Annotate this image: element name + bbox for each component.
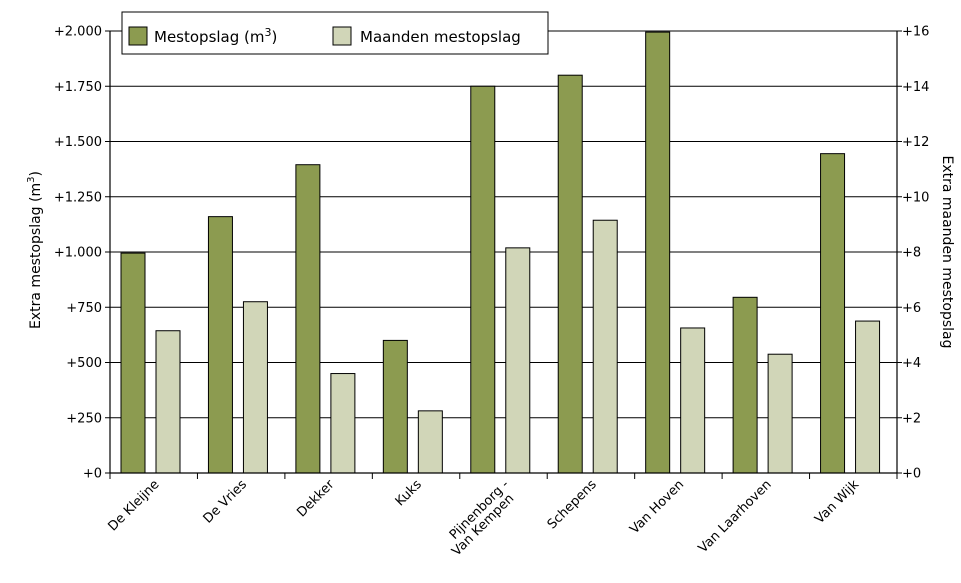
legend-swatch-mestopslag bbox=[128, 26, 148, 46]
left-tick-label: +0 bbox=[83, 467, 102, 482]
right-tick-label: +8 bbox=[902, 246, 921, 261]
bar-mestopslag bbox=[732, 296, 758, 474]
right-tick-label: +14 bbox=[902, 80, 929, 95]
category-label-line: Van Hoven bbox=[627, 477, 687, 537]
bar-mestopslag bbox=[207, 216, 233, 474]
category-label: De Vries bbox=[201, 477, 250, 526]
right-tick-label: +6 bbox=[902, 301, 921, 316]
bar-mestopslag bbox=[645, 31, 671, 474]
category-label-line: Dekker bbox=[294, 477, 338, 521]
bar-maanden bbox=[505, 247, 531, 474]
left-tick-label: +1.500 bbox=[54, 135, 102, 150]
left-tick-label: +250 bbox=[66, 411, 102, 426]
category-label: Schepens bbox=[545, 477, 600, 532]
left-tick-label: +1.250 bbox=[54, 190, 102, 205]
category-labels: De Kleijne De Vries Dekker Kuks Pijnenborg -… bbox=[105, 473, 898, 559]
bar-mestopslag bbox=[470, 85, 496, 474]
right-tick-label: +12 bbox=[902, 135, 929, 150]
legend: Mestopslag (m3) Maanden mestopslag bbox=[121, 11, 549, 55]
legend-label-mestopslag: Mestopslag (m3) bbox=[154, 26, 277, 46]
bar-maanden bbox=[417, 410, 443, 474]
right-axis-title: Extra maanden mestopslag bbox=[939, 155, 955, 348]
bar-maanden bbox=[680, 327, 706, 474]
right-tick-label: +16 bbox=[902, 25, 929, 40]
legend-swatch-maanden bbox=[332, 26, 352, 46]
left-tick-label: +1.000 bbox=[54, 246, 102, 261]
bar-maanden bbox=[767, 353, 793, 474]
category-label: Dekker bbox=[294, 477, 338, 521]
right-tick-label: +4 bbox=[902, 356, 921, 371]
category-label: Van Hoven bbox=[627, 477, 687, 537]
bar-maanden bbox=[242, 301, 268, 474]
bar-mestopslag bbox=[820, 153, 846, 474]
bar-mestopslag bbox=[120, 252, 146, 474]
left-tick-label: +750 bbox=[66, 301, 102, 316]
gridlines bbox=[110, 30, 897, 419]
right-tick-label: +2 bbox=[902, 411, 921, 426]
category-label-line: Van Wijk bbox=[812, 477, 862, 527]
bar-maanden bbox=[330, 373, 356, 474]
left-tick-label: +500 bbox=[66, 356, 102, 371]
category-label-line: Schepens bbox=[545, 477, 600, 532]
category-label: Van Laarhoven bbox=[696, 477, 775, 556]
bar-mestopslag bbox=[557, 74, 583, 474]
category-label: De Kleijne bbox=[105, 477, 162, 534]
left-axis-ticks: +0 +250 +500 +750 +1.000 +1.250 +1.500 +1.750 +2… bbox=[54, 25, 110, 482]
right-tick-label: +10 bbox=[902, 190, 929, 205]
bar-maanden bbox=[155, 330, 181, 474]
category-label: Kuks bbox=[393, 477, 425, 509]
bar-maanden bbox=[855, 320, 881, 474]
category-label-line: Van Laarhoven bbox=[696, 477, 775, 556]
right-tick-label: +0 bbox=[902, 467, 921, 482]
category-label-line: De Vries bbox=[201, 477, 250, 526]
category-label-line: Kuks bbox=[393, 477, 425, 509]
bar-mestopslag bbox=[382, 339, 408, 474]
right-axis-ticks: +0 +2 +4 +6 +8 +10 +12 +14 +16 bbox=[897, 25, 929, 482]
left-tick-label: +1.750 bbox=[54, 80, 102, 95]
left-axis-title: Extra mestopslag (m3) bbox=[26, 171, 44, 329]
bar-mestopslag bbox=[295, 164, 321, 474]
category-label: Pijnenborg -Van Kempen bbox=[447, 477, 518, 559]
left-tick-label: +2.000 bbox=[54, 25, 102, 40]
bars bbox=[120, 31, 881, 474]
category-label-line: De Kleijne bbox=[105, 477, 162, 534]
category-label: Van Wijk bbox=[812, 477, 862, 527]
bar-maanden bbox=[592, 219, 618, 474]
legend-label-maanden: Maanden mestopslag bbox=[360, 28, 521, 46]
